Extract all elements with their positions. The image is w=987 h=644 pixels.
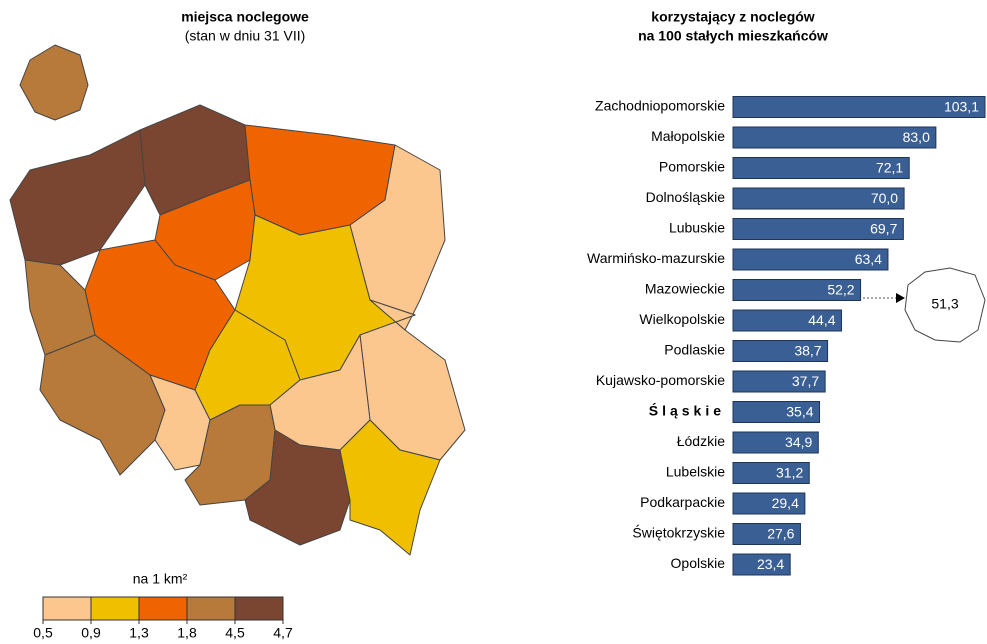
bar	[732, 523, 801, 545]
category-label: Warmińsko-mazurskie	[587, 250, 725, 266]
region	[39, 334, 166, 476]
category-label: Łódzkie	[677, 433, 725, 449]
category-label: Lubuskie	[669, 220, 725, 236]
category-label: Śląskie	[649, 402, 725, 419]
legend-swatch	[42, 596, 92, 621]
value-label: 34,9	[785, 434, 812, 450]
category-label: Dolnośląskie	[646, 189, 726, 205]
category-label: Świętokrzyskie	[632, 524, 725, 541]
bar	[732, 248, 889, 271]
value-label: 44,4	[808, 312, 835, 328]
category-label: Wielkopolskie	[639, 311, 725, 327]
map	[9, 44, 466, 556]
value-label: 27,6	[767, 526, 794, 542]
bar	[732, 126, 937, 149]
bar	[732, 462, 810, 484]
annotation: 51,3	[931, 296, 958, 312]
region	[339, 419, 441, 556]
region	[9, 129, 146, 266]
bar	[732, 187, 905, 210]
region	[19, 44, 89, 121]
callout-arrow	[896, 293, 905, 303]
category-label: Małopolskie	[651, 128, 725, 144]
bar	[732, 218, 904, 240]
value-label: 38,7	[794, 343, 821, 359]
category-label: Pomorskie	[659, 159, 725, 175]
bar	[732, 279, 862, 301]
legend-tick-label: 0,9	[81, 625, 101, 641]
bar	[732, 96, 986, 118]
legend-tick-label: 0,5	[33, 625, 53, 641]
bar	[732, 431, 819, 454]
bar	[732, 401, 821, 423]
legend-swatch	[90, 596, 140, 621]
legend-title: na 1 km²	[133, 571, 188, 587]
value-label: 23,4	[757, 556, 784, 572]
bar	[732, 492, 806, 515]
region	[149, 374, 211, 471]
category-label: Podlaskie	[664, 342, 725, 358]
bar	[732, 553, 791, 576]
category-label: Opolskie	[671, 555, 726, 571]
legend-tick-label: 1,3	[129, 625, 149, 641]
map-title: miejsca noclegowe	[181, 9, 309, 25]
legend-tick-label: 4,7	[273, 625, 293, 641]
bar	[732, 370, 826, 393]
category-label: Podkarpackie	[640, 494, 725, 510]
bar	[732, 340, 829, 362]
legend-tick-label: 4,5	[225, 625, 245, 641]
value-label: 37,7	[792, 373, 819, 389]
category-label: Zachodniopomorskie	[595, 98, 725, 114]
callout-outline	[904, 267, 986, 343]
value-label: 63,4	[855, 251, 882, 267]
region	[244, 429, 351, 546]
legend-tick-label: 1,8	[177, 625, 197, 641]
bar	[732, 309, 843, 332]
category-label: Mazowieckie	[645, 281, 725, 297]
bar-title: korzystający z noclegów	[651, 9, 815, 25]
map-subtitle: (stan w dniu 31 VII)	[185, 28, 306, 44]
value-label: 103,1	[944, 99, 979, 115]
value-label: 69,7	[870, 221, 897, 237]
bar-subtitle: na 100 stałych mieszkańców	[638, 28, 828, 44]
value-label: 70,0	[871, 190, 898, 206]
value-label: 52,2	[827, 282, 854, 298]
value-label: 31,2	[776, 465, 803, 481]
bar	[732, 157, 910, 179]
value-label: 72,1	[876, 160, 903, 176]
value-label: 83,0	[903, 129, 930, 145]
category-label: Kujawsko-pomorskie	[596, 372, 725, 388]
value-label: 29,4	[772, 495, 799, 511]
legend-swatch	[234, 596, 284, 621]
legend-swatch	[138, 596, 188, 621]
legend-swatch	[186, 596, 236, 621]
category-label: Lubelskie	[666, 464, 725, 480]
value-label: 35,4	[786, 404, 813, 420]
